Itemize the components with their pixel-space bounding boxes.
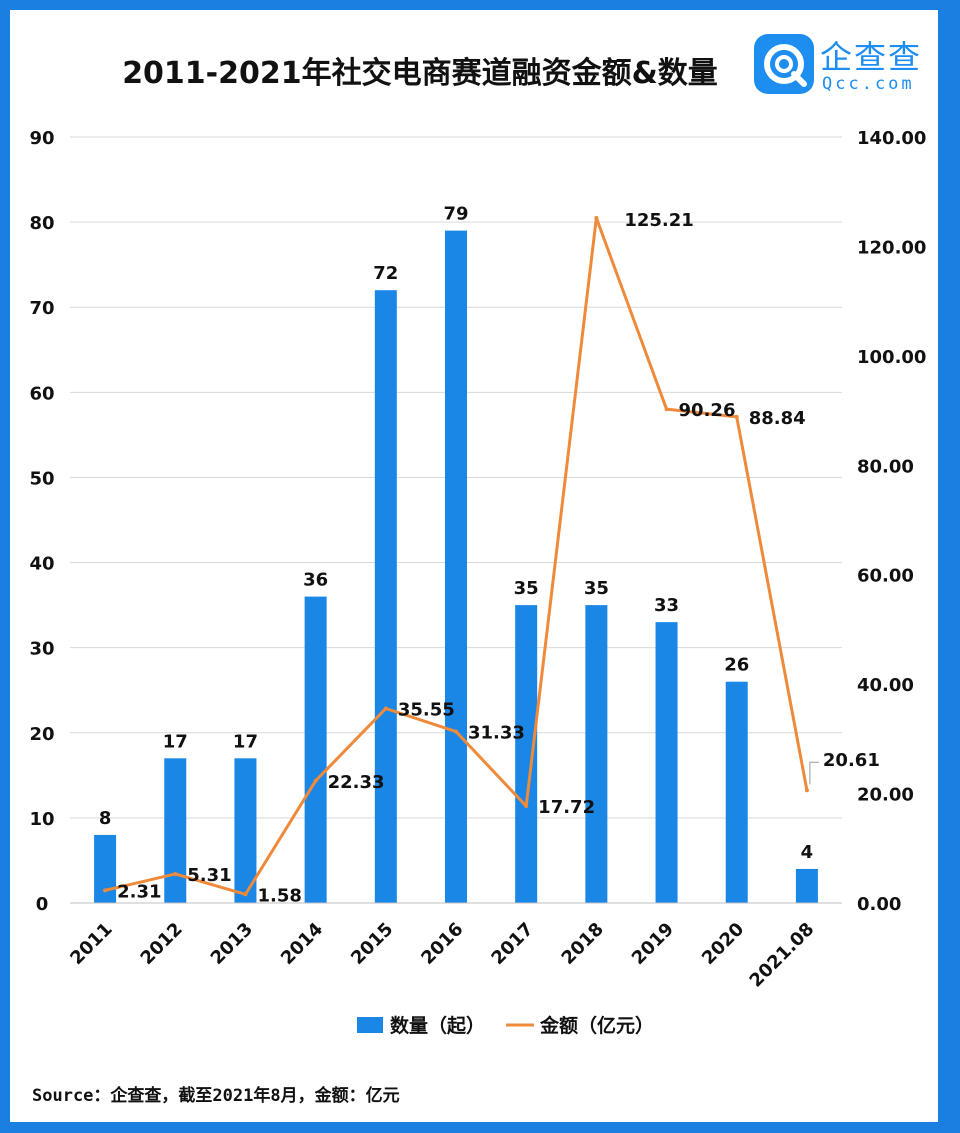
left-tick-label: 90 — [29, 128, 54, 149]
x-axis: 2011 2012 2013 2014 2015 2016 2017 2018 2019 2020… — [66, 902, 842, 992]
line-point — [313, 778, 318, 783]
line-point — [524, 804, 529, 809]
legend-label-line: 金额（亿元） — [539, 1014, 654, 1037]
label-leader — [809, 761, 819, 785]
right-tick-label: 40.00 — [857, 675, 914, 696]
line-point — [173, 871, 178, 876]
right-tick-label: 80.00 — [857, 456, 914, 477]
chart-title: 2011-2021年社交电商赛道融资金额&数量 — [122, 56, 718, 91]
line-value-label: 5.31 — [187, 865, 231, 886]
source-note: Source：企查查，截至2021年8月，金额：亿元 — [32, 1086, 400, 1106]
left-tick-label: 10 — [29, 809, 54, 830]
bar — [374, 290, 397, 903]
bar — [445, 230, 467, 904]
legend-swatch-bar — [357, 1017, 383, 1033]
bar — [795, 868, 818, 903]
line-value-label: 20.61 — [823, 750, 880, 771]
right-y-axis: 0.00 20.00 40.00 60.00 80.00 100.00 120.00 140.… — [857, 128, 926, 915]
line-value-label: 1.58 — [257, 885, 301, 906]
line-value-label: 35.55 — [398, 699, 455, 720]
bar-value-label: 33 — [654, 595, 679, 616]
bar-series — [94, 230, 818, 904]
left-y-axis: 0 10 20 30 40 50 60 70 80 90 — [29, 128, 54, 915]
line-value-label: 2.31 — [117, 881, 161, 902]
chart-card: 2011-2021年社交电商赛道融资金额&数量 企查查 Qcc.com Sour… — [10, 10, 938, 1122]
bar-value-label: 35 — [514, 578, 539, 599]
bar — [655, 622, 678, 903]
line-value-label: 17.72 — [538, 797, 595, 818]
left-tick-label: 40 — [29, 554, 54, 575]
line-value-label: 90.26 — [679, 400, 736, 421]
x-tick-label: 2019 — [628, 919, 678, 969]
bar — [94, 834, 117, 903]
right-tick-label: 100.00 — [857, 347, 926, 368]
line-point — [103, 888, 108, 893]
line-point — [594, 215, 599, 220]
line-point — [804, 788, 809, 793]
line-value-label: 22.33 — [328, 772, 385, 793]
x-tick-label: 2021.08 — [746, 919, 819, 992]
bar — [234, 758, 257, 903]
x-tick-label: 2013 — [207, 919, 257, 969]
line-value-label: 31.33 — [468, 723, 525, 744]
bar — [515, 605, 538, 903]
qcc-logo: 企查查 Qcc.com — [754, 32, 934, 96]
legend: 数量（起） 金额（亿元） — [357, 1014, 654, 1037]
left-tick-label: 80 — [29, 213, 54, 234]
line-series — [103, 215, 809, 897]
logo-text-en: Qcc.com — [822, 74, 915, 94]
logo-text-cn: 企查查 — [820, 38, 923, 76]
x-tick-label: 2020 — [698, 919, 748, 969]
bar — [725, 681, 748, 903]
bar-value-label: 72 — [373, 263, 398, 284]
line-value-label: 88.84 — [749, 408, 806, 429]
right-tick-label: 120.00 — [857, 237, 926, 258]
bar — [164, 758, 187, 903]
left-tick-label: 30 — [29, 639, 54, 660]
bar-value-label: 17 — [233, 731, 258, 752]
x-tick-label: 2012 — [137, 919, 187, 969]
right-tick-label: 60.00 — [857, 566, 914, 587]
right-tick-label: 0.00 — [857, 894, 901, 915]
line-value-label: 125.21 — [624, 210, 693, 231]
right-tick-label: 20.00 — [857, 785, 914, 806]
bar-value-label: 35 — [584, 578, 609, 599]
right-tick-label: 140.00 — [857, 128, 926, 149]
bar — [304, 596, 327, 903]
x-tick-label: 2018 — [558, 919, 608, 969]
data-labels: 8 17 17 36 72 79 35 35 33 26 4 2.31 5.31 1.58 22.33 35.… — [99, 204, 880, 907]
bar-value-label: 4 — [801, 842, 814, 863]
line-point — [243, 892, 248, 897]
bar-value-label: 17 — [163, 731, 188, 752]
left-tick-label: 50 — [29, 468, 54, 489]
line-point — [664, 407, 669, 412]
bar — [585, 605, 608, 903]
line-point — [454, 729, 458, 734]
bar-value-label: 36 — [303, 570, 328, 591]
bar-value-label: 79 — [443, 204, 468, 225]
legend-label-bar: 数量（起） — [390, 1014, 485, 1037]
x-tick-label: 2014 — [277, 919, 327, 969]
qcc-logo-icon — [754, 34, 814, 94]
left-tick-label: 60 — [29, 383, 54, 404]
left-tick-label: 70 — [29, 298, 54, 319]
x-tick-label: 2011 — [66, 919, 116, 969]
line-point — [383, 706, 388, 711]
bar-value-label: 26 — [724, 655, 749, 676]
bar-value-label: 8 — [99, 808, 112, 829]
x-tick-label: 2016 — [417, 919, 467, 969]
x-tick-label: 2015 — [347, 919, 397, 969]
left-tick-label: 0 — [36, 894, 49, 915]
line-point — [734, 414, 739, 419]
left-tick-label: 20 — [29, 724, 54, 745]
x-tick-label: 2017 — [487, 919, 537, 969]
